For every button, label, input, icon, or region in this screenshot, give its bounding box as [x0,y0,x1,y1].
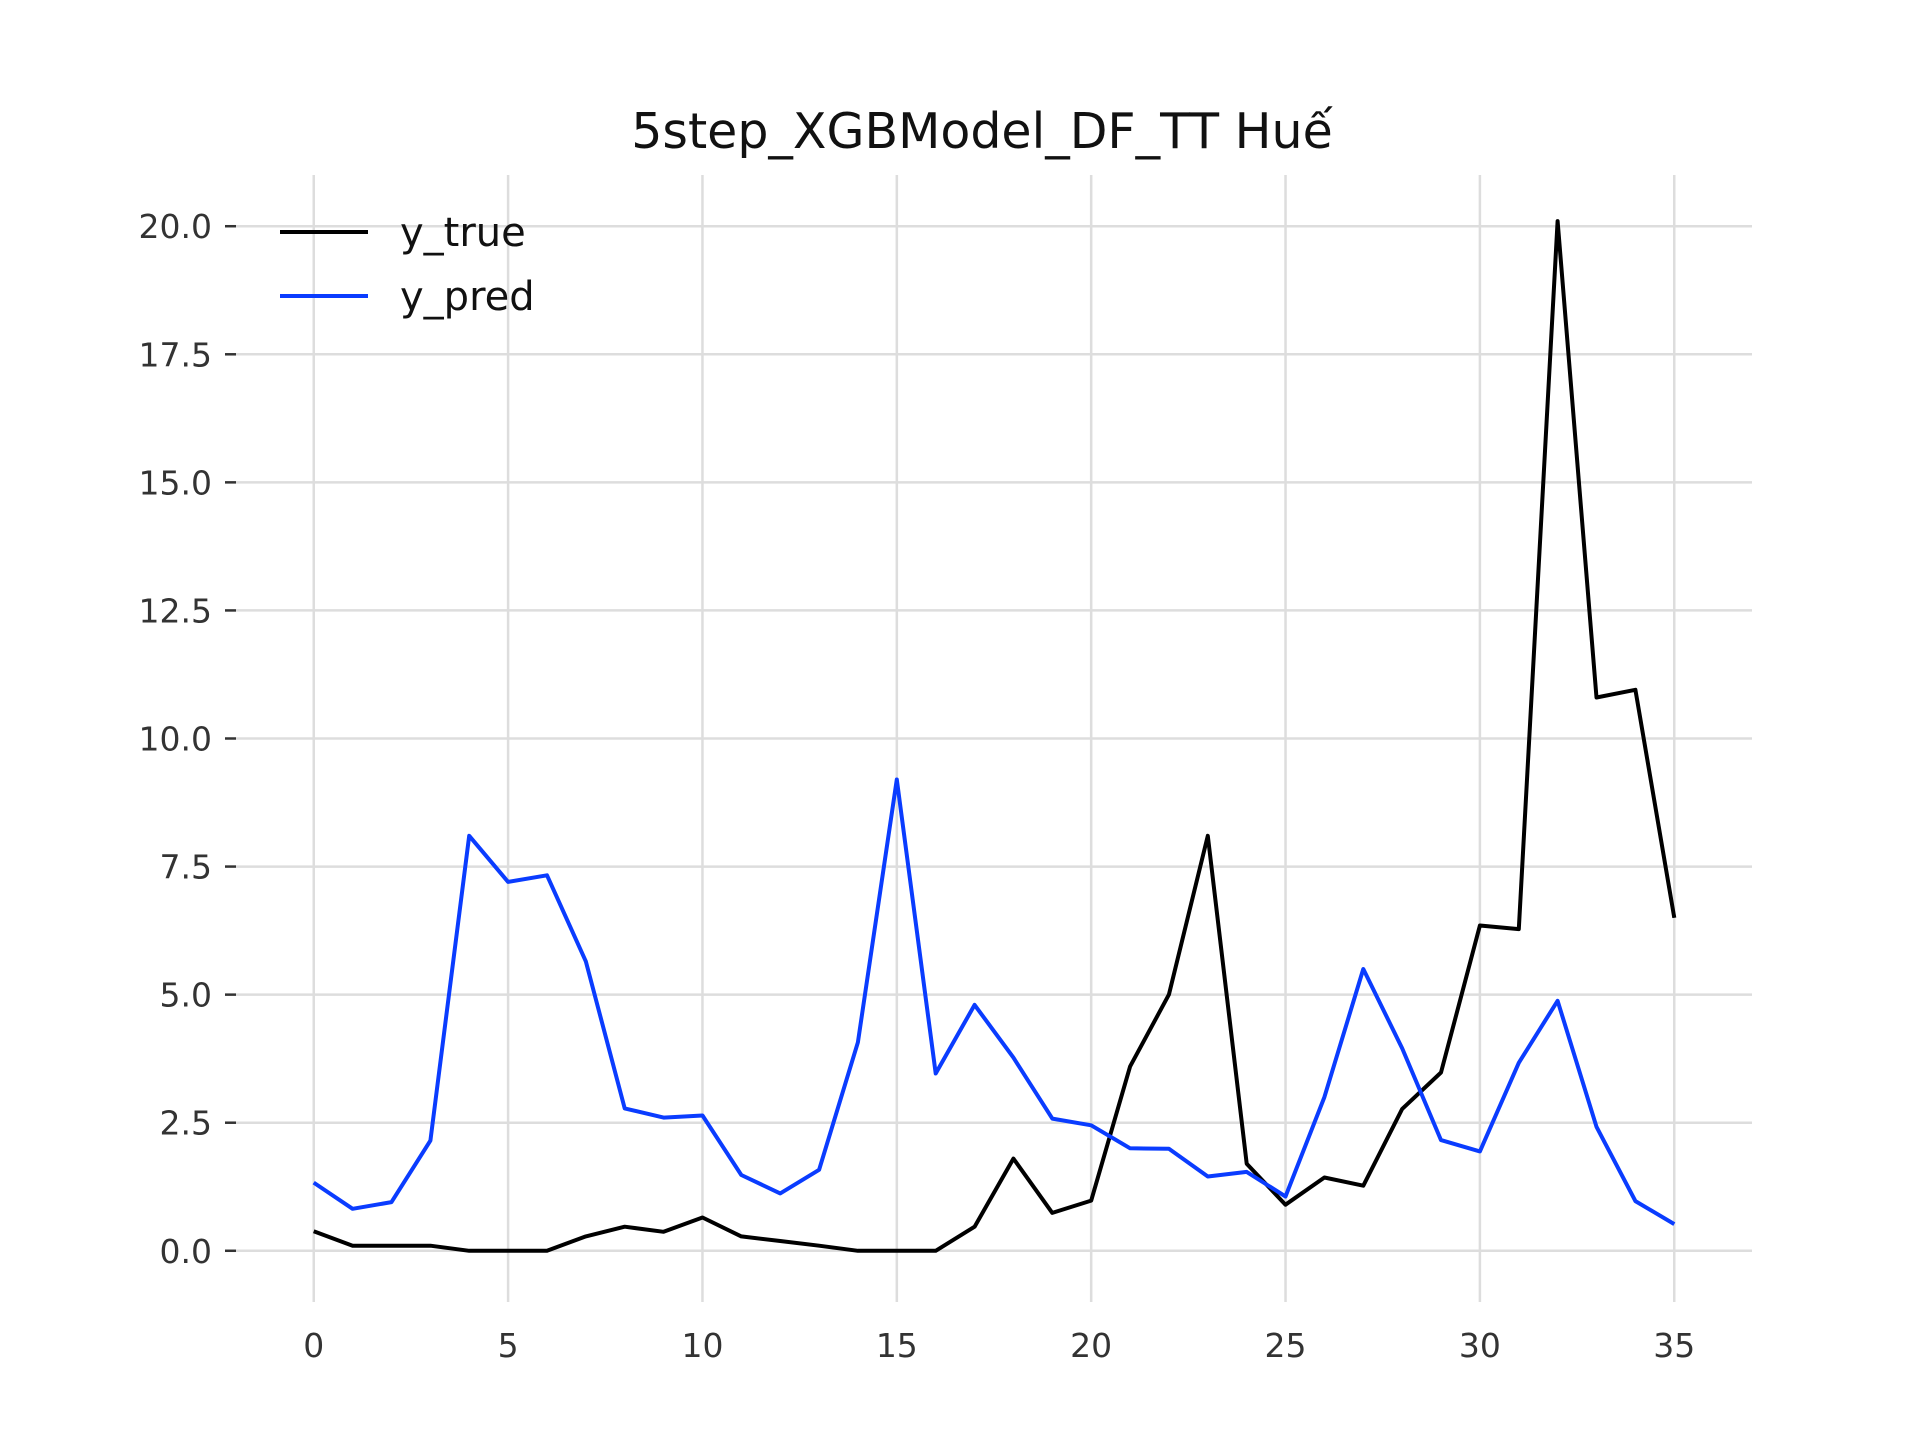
x-tick-label: 0 [303,1326,324,1365]
x-tick-label: 10 [681,1326,723,1365]
legend: y_true y_pred [280,210,535,320]
y-tick-label: 20.0 [139,207,212,246]
x-tick-label: 25 [1265,1326,1307,1365]
x-tick-label: 30 [1459,1326,1501,1365]
x-tick-label: 35 [1653,1326,1695,1365]
y-tick-label: 12.5 [139,591,212,630]
axes: 0 5 10 15 20 25 30 35 0.0 2.5 5.0 7.5 10.0 12.5 15.0 17… [139,207,1696,1365]
legend-label-y-pred: y_pred [400,274,535,320]
x-tick-label: 15 [876,1326,918,1365]
y-tick-label: 15.0 [139,463,212,502]
legend-label-y-true: y_true [400,210,526,256]
y-tick-label: 5.0 [160,976,212,1015]
series-line-y-true [313,219,1677,1253]
grid [236,175,1752,1302]
y-tick-label: 10.0 [139,720,212,759]
y-tick-label: 2.5 [160,1104,212,1143]
plot-area [312,219,1677,1253]
y-tick-label: 0.0 [160,1232,212,1271]
chart-title: 5step_XGBModel_DF_TT Huế [631,103,1333,160]
x-tick-label: 20 [1070,1326,1112,1365]
series-line-y-pred [312,777,1676,1226]
x-tick-label: 5 [498,1326,519,1365]
y-tick-label: 17.5 [139,335,212,374]
y-tick-label: 7.5 [160,848,212,887]
